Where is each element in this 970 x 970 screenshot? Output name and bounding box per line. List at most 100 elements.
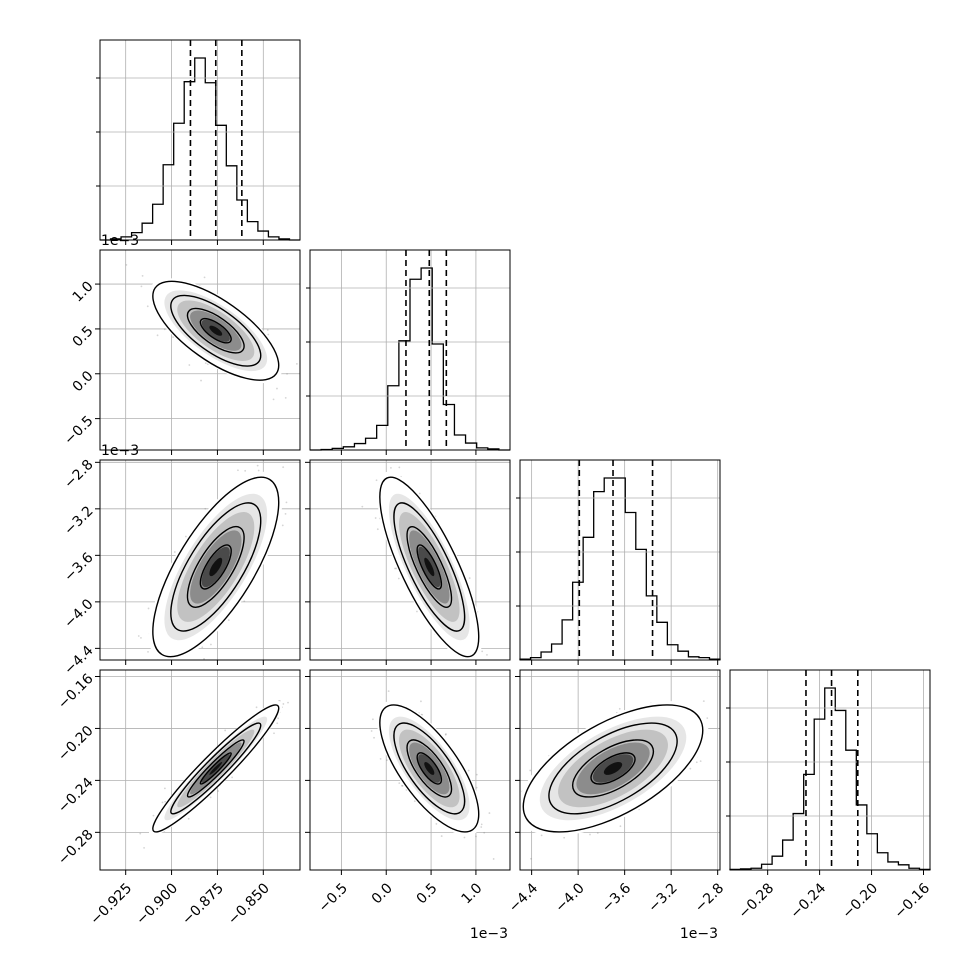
sample-point: [146, 305, 149, 308]
sample-point: [210, 643, 212, 646]
sample-point: [475, 786, 478, 789]
sample-point: [475, 773, 478, 776]
sample-point: [284, 512, 287, 515]
x-tick-label: −0.850: [225, 880, 273, 928]
sample-point: [272, 398, 275, 401]
sample-point: [156, 334, 159, 337]
x-tick-label: −4.4: [506, 880, 541, 915]
sample-point: [140, 636, 142, 639]
contour-3: [416, 544, 443, 590]
contour-2: [406, 739, 453, 798]
contour-3: [199, 317, 232, 344]
sample-point: [394, 567, 396, 570]
sample-point: [416, 610, 418, 613]
histogram-step-3: [729, 687, 931, 871]
sample-point: [529, 769, 532, 772]
x-tick-label: −3.2: [645, 880, 680, 915]
sample-point: [276, 722, 279, 725]
x-tick-label: −0.28: [736, 880, 778, 922]
sample-point: [540, 834, 543, 837]
sample-point: [257, 469, 260, 472]
sample-point: [481, 650, 484, 653]
histogram-step-0: [100, 57, 300, 241]
sample-point: [163, 328, 166, 331]
sample-point: [695, 761, 698, 764]
sample-point: [295, 362, 298, 365]
sample-point: [141, 274, 144, 277]
x-tick-label: −0.24: [788, 880, 830, 922]
panel-frame-1-0: [99, 249, 301, 451]
sample-point: [563, 836, 566, 839]
y-tick-label: −3.2: [61, 503, 96, 538]
density-level-5: [209, 761, 223, 775]
sample-point: [530, 857, 532, 860]
sample-point: [143, 847, 145, 849]
contour-1: [170, 294, 262, 367]
contour-2: [406, 525, 453, 608]
density-level-5: [209, 325, 223, 336]
sample-point: [282, 703, 285, 705]
sample-point: [172, 336, 174, 338]
sample-point: [161, 801, 164, 804]
y-tick-label: −3.6: [61, 550, 96, 585]
offset-text-y-row2: 1e−3: [101, 233, 139, 249]
sample-point: [444, 733, 447, 736]
contour-3: [590, 752, 636, 785]
sample-point: [689, 767, 692, 770]
sample-point: [281, 524, 284, 527]
panel-frame-2-0: [99, 459, 301, 661]
sample-point: [480, 823, 483, 826]
sample-point: [376, 528, 379, 531]
sample-point: [125, 264, 128, 266]
sample-point: [619, 825, 622, 828]
y-tick-label: −2.8: [61, 457, 96, 492]
sample-point: [387, 690, 390, 693]
sample-point: [267, 333, 270, 336]
sample-point: [284, 396, 287, 399]
sample-point: [201, 646, 204, 649]
x-tick-label: 0.5: [414, 880, 441, 907]
sample-point: [390, 466, 392, 469]
sample-point: [444, 733, 447, 735]
y-tick-label: −4.0: [61, 596, 96, 631]
contour-0: [152, 704, 280, 833]
contour-3: [199, 544, 232, 590]
sample-point: [375, 479, 378, 482]
sample-point: [277, 717, 280, 720]
sample-point: [373, 736, 375, 739]
sample-point: [440, 835, 443, 837]
sample-point: [397, 577, 400, 580]
sample-point: [200, 379, 202, 382]
sample-point: [706, 717, 709, 720]
x-tick-label: −0.20: [840, 880, 882, 922]
sample-point: [401, 784, 403, 787]
panel-frame-0-0: [99, 39, 301, 241]
x-tick-label: 1.0: [458, 880, 485, 907]
sample-point: [488, 812, 491, 814]
sample-point: [475, 835, 477, 838]
contour-1: [393, 722, 466, 815]
y-tick-label: 0.5: [70, 323, 97, 350]
density-level-5: [424, 557, 435, 577]
panel-frame-3-1: [309, 669, 511, 871]
sample-point: [398, 782, 401, 785]
sample-point: [266, 329, 269, 331]
x-tick-label: −4.0: [552, 880, 587, 915]
sample-point: [243, 600, 246, 603]
contour-0: [152, 476, 280, 658]
offset-text-x-col3: 1e−3: [680, 926, 718, 942]
histogram-step-1: [310, 267, 510, 451]
x-tick-label: −0.875: [179, 880, 227, 928]
y-tick-label: −0.28: [55, 827, 97, 869]
sample-point: [467, 769, 470, 772]
sample-point: [435, 822, 438, 825]
sample-point: [188, 364, 191, 366]
panel-frame-1-1: [309, 249, 511, 451]
x-tick-label: −0.16: [891, 880, 933, 922]
sample-point: [285, 501, 288, 504]
sample-point: [282, 466, 285, 469]
sample-point: [286, 372, 288, 375]
sample-point: [187, 817, 190, 820]
sample-point: [139, 832, 142, 835]
